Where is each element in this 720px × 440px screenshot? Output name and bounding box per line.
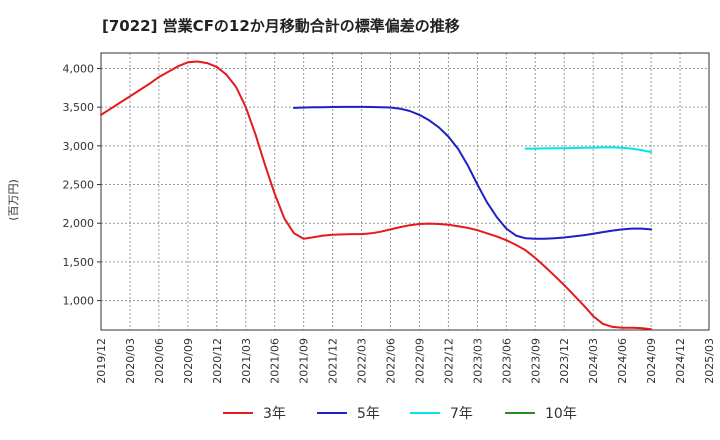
x-tick-label: 2022/09 <box>413 338 426 384</box>
y-tick-label: 4,000 <box>63 62 95 75</box>
plot-frame <box>100 52 710 331</box>
x-tick-label: 2025/03 <box>703 338 716 384</box>
x-tick-label: 2021/09 <box>298 338 311 384</box>
y-tick-label: 1,500 <box>63 256 95 269</box>
x-tick-label: 2023/09 <box>529 338 542 384</box>
x-tick-label: 2019/12 <box>95 338 108 384</box>
legend-label-3: 10年 <box>545 406 577 422</box>
legend-label-0: 3年 <box>263 406 286 422</box>
x-tick-label: 2020/06 <box>153 338 166 384</box>
x-tick-label: 2022/03 <box>356 338 369 384</box>
x-tick-label: 2021/03 <box>240 338 253 384</box>
x-tick-label: 2020/03 <box>124 338 137 384</box>
x-tick-label: 2021/12 <box>327 338 340 384</box>
x-tick-label: 2021/06 <box>269 338 282 384</box>
y-tick-label: 2,000 <box>63 217 95 230</box>
series-line-1 <box>293 105 653 240</box>
tick-layer: 2019/12 2020/03 2020/06 2020/09 2020/12 2021/… <box>63 62 717 383</box>
chart-title: [7022] 営業CFの12か月移動合計の標準偏差の推移 <box>102 17 460 35</box>
x-tick-label: 2024/06 <box>616 338 629 384</box>
y-axis-label: (百万円) <box>7 179 20 221</box>
x-tick-label: 2023/06 <box>500 338 513 384</box>
x-tick-label: 2023/03 <box>471 338 484 384</box>
y-tick-label: 1,000 <box>63 295 95 308</box>
x-tick-label: 2024/03 <box>587 338 600 384</box>
series-layer <box>100 60 653 331</box>
x-tick-label: 2020/12 <box>211 338 224 384</box>
series-line-0 <box>100 60 653 331</box>
x-tick-label: 2022/06 <box>385 338 398 384</box>
y-tick-label: 2,500 <box>63 179 95 192</box>
x-tick-label: 2024/09 <box>645 338 658 384</box>
y-tick-label: 3,000 <box>63 140 95 153</box>
x-tick-label: 2020/09 <box>182 338 195 384</box>
grid-layer <box>101 53 709 330</box>
y-tick-label: 3,500 <box>63 101 95 114</box>
legend: 3年 5年 7年 10年 <box>223 406 577 422</box>
x-tick-label: 2023/12 <box>558 338 571 384</box>
legend-label-2: 7年 <box>450 406 473 422</box>
x-tick-label: 2022/12 <box>442 338 455 384</box>
legend-label-1: 5年 <box>357 406 380 422</box>
x-tick-label: 2024/12 <box>674 338 687 384</box>
series-line-2 <box>524 146 653 153</box>
